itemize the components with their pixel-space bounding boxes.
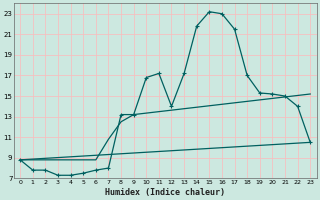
X-axis label: Humidex (Indice chaleur): Humidex (Indice chaleur) (105, 188, 225, 197)
